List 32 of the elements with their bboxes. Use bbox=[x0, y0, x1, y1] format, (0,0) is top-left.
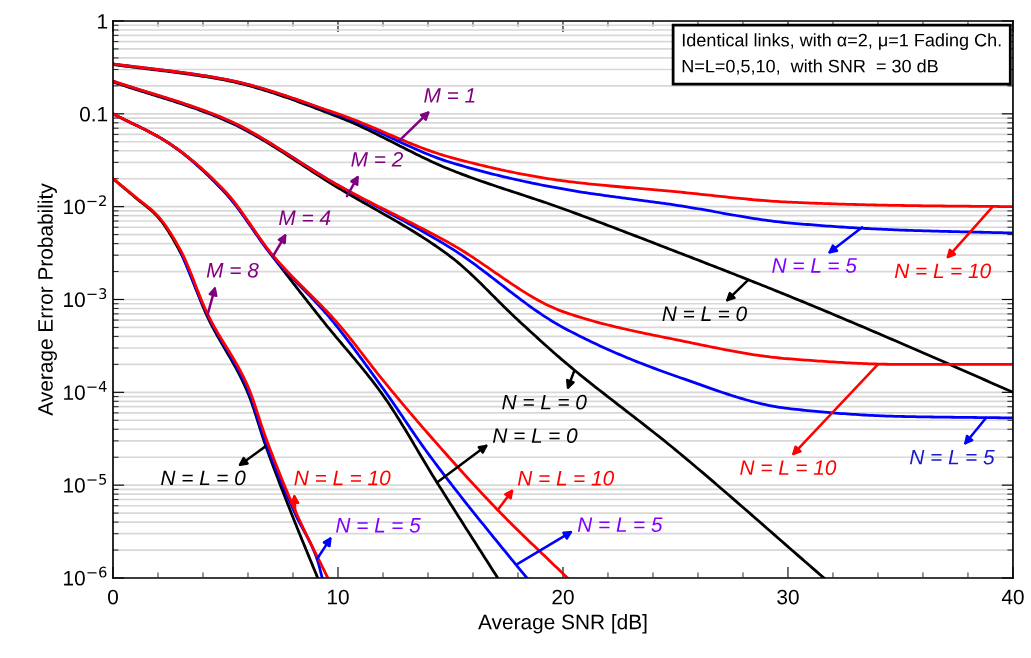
y-tick-label: 10$^{−3}$ bbox=[64, 288, 107, 308]
annotation: N = L = 10 bbox=[740, 460, 837, 475]
annotation: N = L = 0 bbox=[502, 394, 587, 410]
annotation: N = L = 5 bbox=[336, 518, 421, 533]
x-tick-label: 10 bbox=[327, 589, 349, 605]
annotation: M = 2 bbox=[351, 151, 404, 167]
y-tick-label: 10$^{−6}$ bbox=[64, 566, 107, 586]
annotation: N = L = 0 bbox=[492, 428, 578, 444]
annotation: N = L = 5 bbox=[577, 517, 663, 533]
annotation: N = L = 10 bbox=[517, 470, 615, 486]
annotation: M = 1 bbox=[424, 88, 475, 103]
y-tick-label: 0.1 bbox=[79, 106, 108, 122]
y-tick-label: 1 bbox=[98, 14, 108, 29]
y-tick-label: 10$^{−4}$ bbox=[64, 381, 107, 400]
x-tick-label: 40 bbox=[1001, 589, 1024, 605]
annotation: N=L=0,5,10, with SNR = 30 dB bbox=[682, 59, 938, 75]
annotation: N = L = 5 bbox=[772, 258, 857, 273]
annotation: N = L = 0 bbox=[161, 470, 246, 486]
annotation: N = L = 5 bbox=[909, 449, 995, 465]
x-tick-label: 30 bbox=[777, 589, 799, 605]
annotation: Identical links, with α=2, μ=1 Fading Ch. bbox=[682, 33, 1001, 51]
annotation: N = L = 10 bbox=[894, 263, 991, 279]
annotation: N = L = 10 bbox=[294, 470, 391, 486]
annotation: N = L = 0 bbox=[662, 306, 747, 322]
annotation: M = 4 bbox=[279, 210, 331, 225]
y-tick-label: 10$^{−2}$ bbox=[64, 195, 106, 215]
x-tick-label: 0 bbox=[108, 589, 118, 605]
x-axis-title: Average SNR [dB] bbox=[478, 614, 647, 634]
x-tick-label: 20 bbox=[552, 589, 574, 605]
annotation: M = 8 bbox=[206, 262, 259, 278]
y-tick-label: 10$^{−5}$ bbox=[64, 473, 107, 493]
y-axis-title: Average Error Probability bbox=[37, 183, 57, 416]
